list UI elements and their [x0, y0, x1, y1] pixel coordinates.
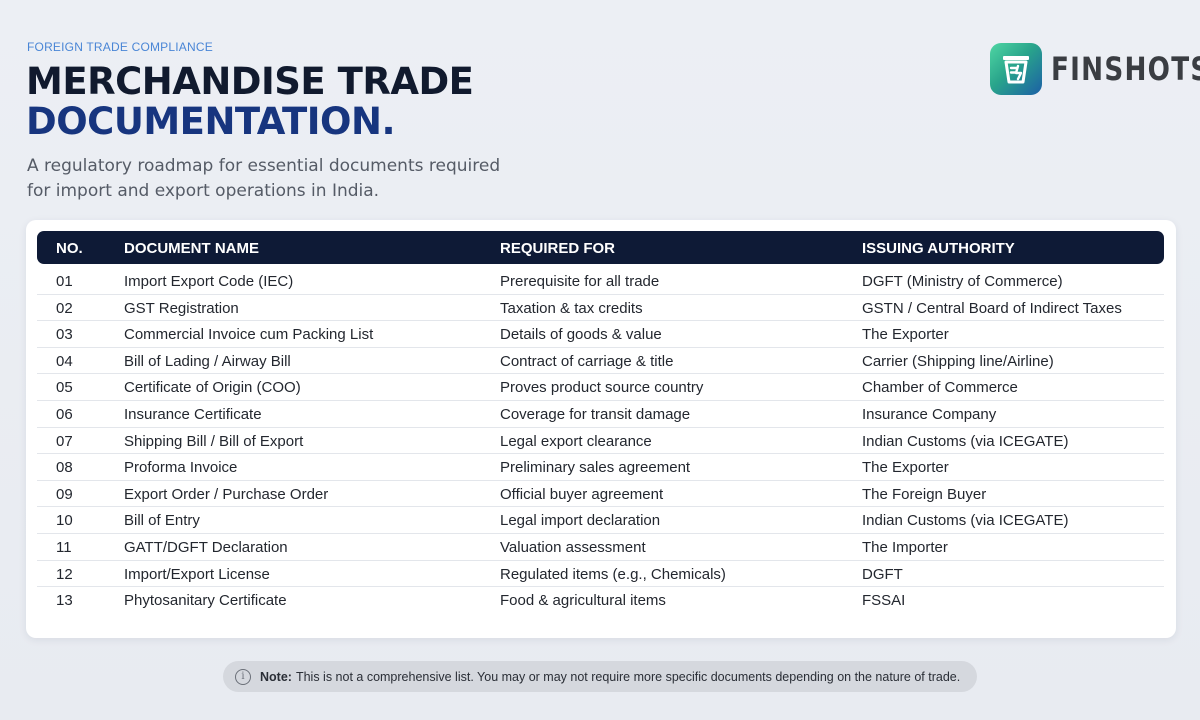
cell-authority: Chamber of Commerce	[862, 379, 1018, 397]
cell-authority: GSTN / Central Board of Indirect Taxes	[862, 299, 1122, 317]
documents-table-card: NO. DOCUMENT NAME REQUIRED FOR ISSUING A…	[26, 220, 1176, 638]
cell-authority: Insurance Company	[862, 405, 997, 423]
table-row: 05 Certificate of Origin (COO) Proves prod…	[37, 374, 1164, 401]
cell-no: 04	[56, 352, 73, 370]
cell-authority: The Exporter	[862, 326, 949, 344]
cell-authority: FSSAI	[862, 592, 906, 610]
cell-required-for: Coverage for transit damage	[500, 405, 691, 423]
subtitle: A regulatory roadmap for essential docum…	[27, 154, 507, 204]
table-row: 02 GST Registration Taxation & tax credits…	[37, 295, 1164, 322]
table-body: 01 Import Export Code (IEC) Prerequisite f…	[37, 268, 1164, 614]
table-row: 13 Phytosanitary Certificate Food & agricu…	[37, 587, 1164, 614]
table-row: 10 Bill of Entry Legal import declaration I…	[37, 507, 1164, 534]
subtitle-line-1: A regulatory roadmap for essential docum…	[27, 156, 501, 176]
cell-document: Insurance Certificate	[124, 405, 262, 423]
cell-no: 11	[56, 538, 72, 556]
logo-text: FINSHOTS	[1051, 50, 1200, 88]
cell-no: 13	[56, 592, 73, 610]
cell-document: GST Registration	[124, 299, 239, 317]
cell-document: GATT/DGFT Declaration	[124, 538, 288, 556]
cell-required-for: Official buyer agreement	[500, 485, 664, 503]
cell-required-for: Regulated items (e.g., Chemicals)	[500, 565, 726, 583]
cell-no: 07	[56, 432, 73, 450]
note-text: This is not a comprehensive list. You ma…	[295, 669, 961, 684]
finshots-logo: FINSHOTS	[990, 43, 1200, 95]
cell-document: Shipping Bill / Bill of Export	[124, 432, 304, 450]
table-row: 01 Import Export Code (IEC) Prerequisite f…	[37, 268, 1164, 295]
cell-document: Phytosanitary Certificate	[124, 592, 287, 610]
table-row: 11 GATT/DGFT Declaration Valuation assessm…	[37, 534, 1164, 561]
cell-no: 02	[56, 299, 73, 317]
cell-document: Import/Export License	[124, 565, 270, 583]
cell-document: Proforma Invoice	[124, 459, 238, 477]
table-header: NO. DOCUMENT NAME REQUIRED FOR ISSUING A…	[37, 231, 1164, 264]
cell-required-for: Legal export clearance	[500, 432, 652, 450]
cell-required-for: Legal import declaration	[500, 512, 661, 530]
cell-required-for: Food & agricultural items	[500, 592, 666, 610]
cell-authority: DGFT (Ministry of Commerce)	[862, 273, 1063, 290]
finshots-cup-icon	[990, 43, 1042, 95]
table-row: 04 Bill of Lading / Airway Bill Contract o…	[37, 348, 1164, 375]
cell-document: Bill of Lading / Airway Bill	[124, 352, 291, 370]
cell-no: 08	[56, 459, 73, 477]
cell-no: 09	[56, 485, 73, 503]
disclaimer-note: i Note: This is not a comprehensive list…	[223, 661, 977, 692]
info-icon: i	[235, 668, 251, 685]
cell-authority: The Importer	[862, 538, 948, 556]
cell-required-for: Preliminary sales agreement	[500, 459, 691, 477]
cell-required-for: Proves product source country	[500, 379, 704, 397]
header-issuing-authority: ISSUING AUTHORITY	[862, 240, 1015, 257]
cell-authority: DGFT	[862, 565, 903, 583]
header-no: NO.	[56, 240, 83, 257]
cell-document: Bill of Entry	[124, 512, 200, 530]
cell-required-for: Prerequisite for all trade	[500, 273, 660, 290]
cell-no: 05	[56, 379, 73, 397]
cell-no: 12	[56, 565, 73, 583]
cell-required-for: Valuation assessment	[500, 538, 646, 556]
table-row: 09 Export Order / Purchase Order Official …	[37, 481, 1164, 508]
cell-authority: The Foreign Buyer	[862, 485, 987, 503]
title-line-1: MERCHANDISE TRADE	[26, 60, 474, 103]
cell-document: Export Order / Purchase Order	[124, 485, 329, 503]
table-row: 08 Proforma Invoice Preliminary sales agre…	[37, 454, 1164, 481]
cell-document: Certificate of Origin (COO)	[124, 379, 301, 397]
cell-no: 03	[56, 326, 73, 344]
cell-required-for: Contract of carriage & title	[500, 352, 674, 370]
cell-authority: Carrier (Shipping line/Airline)	[862, 352, 1054, 370]
cell-no: 01	[56, 273, 73, 290]
table-row: 03 Commercial Invoice cum Packing List Det…	[37, 321, 1164, 348]
cell-authority: Indian Customs (via ICEGATE)	[862, 432, 1069, 450]
eyebrow-label: FOREIGN TRADE COMPLIANCE	[27, 40, 213, 54]
table-row: 06 Insurance Certificate Coverage for tran…	[37, 401, 1164, 428]
cell-document: Import Export Code (IEC)	[124, 273, 294, 290]
note-label: Note:	[260, 669, 292, 684]
cell-authority: The Exporter	[862, 459, 949, 477]
cell-document: Commercial Invoice cum Packing List	[124, 326, 374, 344]
header-required-for: REQUIRED FOR	[500, 240, 616, 257]
cell-no: 06	[56, 405, 73, 423]
subtitle-line-2: for import and export operations in Indi…	[27, 181, 380, 201]
header-document-name: DOCUMENT NAME	[124, 240, 259, 257]
cell-no: 10	[56, 512, 73, 530]
cell-required-for: Taxation & tax credits	[500, 299, 643, 317]
table-row: 07 Shipping Bill / Bill of Export Legal ex…	[37, 428, 1164, 455]
table-row: 12 Import/Export License Regulated items (…	[37, 561, 1164, 588]
title-line-2: DOCUMENTATION.	[26, 100, 396, 143]
cell-authority: Indian Customs (via ICEGATE)	[862, 512, 1069, 530]
cell-required-for: Details of goods & value	[500, 326, 662, 344]
page-title: MERCHANDISE TRADE DOCUMENTATION.	[26, 60, 474, 143]
